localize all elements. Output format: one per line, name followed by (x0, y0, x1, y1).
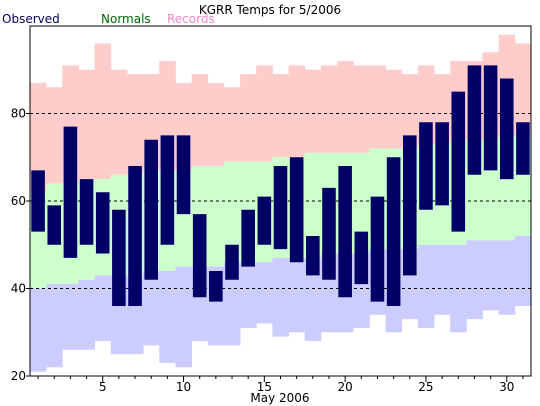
observed-bar (451, 91, 466, 232)
record-high-band (223, 87, 241, 162)
observed-bar (176, 135, 191, 215)
x-axis-label: May 2006 (250, 391, 309, 405)
record-high-band (288, 65, 306, 158)
observed-bar (322, 187, 336, 280)
record-low-band (304, 257, 322, 341)
normal-band (207, 166, 225, 267)
record-low-band (223, 262, 241, 346)
normal-band (223, 161, 241, 263)
observed-bar (403, 135, 417, 276)
legend-records: Records (167, 12, 215, 26)
y-tick-label: 80 (11, 107, 26, 121)
record-high-band (304, 69, 322, 153)
x-tick-label: 30 (499, 380, 514, 394)
observed-bar (289, 157, 304, 263)
record-high-band (126, 74, 144, 175)
observed-bars (31, 65, 530, 306)
x-tick-label: 25 (418, 380, 433, 394)
record-low-band (256, 262, 273, 324)
observed-bar (467, 65, 482, 175)
record-low-band (482, 240, 500, 311)
record-low-band (143, 271, 160, 346)
record-low-band (62, 284, 79, 350)
record-high-band (401, 74, 419, 149)
record-low-band (514, 236, 532, 306)
observed-bar (128, 166, 142, 306)
observed-bar (516, 122, 530, 175)
record-high-band (320, 65, 338, 153)
record-low-band (46, 284, 63, 368)
record-low-band (466, 240, 483, 320)
record-low-band (288, 257, 306, 333)
record-low-band (240, 262, 257, 328)
observed-bar (241, 209, 255, 267)
y-tick-label: 60 (11, 194, 26, 208)
x-axis: 5 10 15 20 25 30 (37, 376, 524, 394)
observed-bar (225, 244, 239, 280)
observed-bar (257, 196, 272, 245)
observed-bar (144, 139, 158, 280)
observed-bar (338, 166, 352, 298)
x-tick-label: 20 (338, 380, 353, 394)
observed-bar (192, 214, 207, 298)
observed-bar (63, 126, 78, 258)
record-high-band (385, 69, 403, 149)
observed-bar (435, 122, 449, 206)
y-axis: 20 40 60 80 (11, 107, 30, 383)
observed-bar (370, 196, 385, 302)
record-high-band (191, 74, 209, 166)
y-tick-label: 40 (11, 282, 26, 296)
record-high-band (94, 43, 112, 180)
record-high-band (272, 74, 289, 158)
observed-bar (419, 122, 433, 210)
record-high-band (46, 87, 63, 184)
observed-bar (483, 65, 498, 171)
record-high-band (30, 82, 47, 193)
legend-observed: Observed (2, 12, 60, 26)
record-low-band (94, 275, 112, 341)
observed-bar (306, 236, 320, 276)
record-high-band (514, 43, 532, 136)
x-tick-label: 10 (176, 380, 191, 394)
observed-bar (273, 166, 288, 250)
record-high-band (78, 69, 96, 180)
x-tick-label: 5 (99, 380, 107, 394)
chart-title: KGRR Temps for 5/2006 (199, 3, 341, 17)
record-low-band (417, 244, 435, 328)
observed-bar (95, 192, 110, 254)
record-low-band (272, 257, 289, 337)
record-high-band (369, 65, 386, 149)
x-tick-label: 15 (257, 380, 272, 394)
observed-bar (112, 209, 126, 306)
observed-bar (160, 135, 175, 245)
record-low-band (434, 244, 451, 315)
record-low-band (175, 266, 193, 368)
observed-bar (354, 231, 369, 285)
normal-band (353, 152, 370, 254)
observed-bar (386, 157, 401, 306)
record-high-band (240, 74, 257, 162)
normal-band (304, 152, 322, 258)
legend-normals: Normals (101, 12, 151, 26)
observed-bar (79, 179, 94, 245)
record-low-band (159, 271, 176, 363)
record-low-band (78, 279, 96, 350)
record-low-band (498, 240, 516, 315)
record-high-band (207, 82, 225, 166)
y-tick-label: 20 (11, 369, 26, 383)
observed-bar (31, 170, 45, 232)
record-high-band (353, 65, 370, 153)
observed-bar (499, 78, 514, 180)
observed-bar (209, 271, 223, 302)
observed-bar (47, 205, 62, 245)
record-high-band (110, 69, 128, 175)
record-high-band (337, 61, 354, 153)
record-low-band (30, 288, 47, 372)
